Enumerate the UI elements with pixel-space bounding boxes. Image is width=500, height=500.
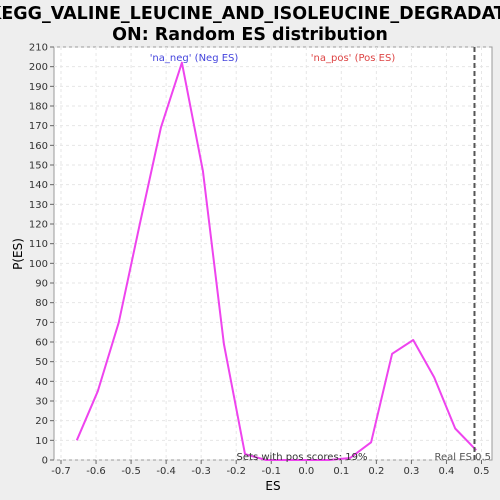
y-tick-label: 10 — [35, 436, 48, 447]
x-tick-label: 0.3 — [403, 466, 419, 477]
y-tick-label: 60 — [35, 338, 48, 349]
x-tick-label: -0.7 — [51, 466, 71, 477]
y-tick-label: 210 — [29, 43, 48, 54]
real-es-text: Real ES 0.5 — [435, 452, 491, 463]
x-tick-label: 0.2 — [368, 466, 384, 477]
x-axis-label: ES — [265, 479, 280, 493]
y-tick-label: 100 — [29, 259, 48, 270]
y-tick-label: 30 — [35, 397, 48, 408]
y-tick-label: 110 — [29, 239, 48, 250]
y-tick-label: 120 — [29, 220, 48, 231]
x-tick-label: 0.4 — [438, 466, 454, 477]
sets-pos-scores-text: Sets with pos scores: 19% — [237, 452, 368, 463]
y-tick-label: 90 — [35, 279, 48, 290]
neg-es-label: 'na_neg' (Neg ES) — [150, 53, 239, 64]
x-tick-label: -0.1 — [261, 466, 281, 477]
es-distribution-line — [75, 61, 477, 461]
chart-title-line-1: KEGG_VALINE_LEUCINE_AND_ISOLEUCINE_DEGRA… — [0, 4, 500, 24]
y-axis-label: P(ES) — [11, 238, 25, 270]
series-group — [75, 61, 477, 461]
x-axis-ticks: -0.7 -0.6 -0.5 -0.4 -0.3 -0.2 -0.1 0.0 0.1 0.2 0.3… — [51, 460, 489, 477]
y-tick-label: 170 — [29, 121, 48, 132]
y-tick-label: 80 — [35, 298, 48, 309]
y-tick-label: 150 — [29, 161, 48, 172]
x-tick-label: -0.4 — [156, 466, 176, 477]
y-tick-label: 70 — [35, 318, 48, 329]
y-tick-label: 140 — [29, 180, 48, 191]
y-tick-label: 190 — [29, 82, 48, 93]
y-tick-label: 20 — [35, 416, 48, 427]
chart-title-line-2: ON: Random ES distribution — [112, 25, 388, 45]
x-tick-label: 0.0 — [298, 466, 314, 477]
y-tick-label: 50 — [35, 357, 48, 368]
x-tick-label: -0.2 — [226, 466, 246, 477]
y-tick-label: 40 — [35, 377, 48, 388]
y-tick-label: 0 — [42, 456, 48, 467]
x-tick-label: -0.6 — [86, 466, 106, 477]
y-tick-label: 130 — [29, 200, 48, 211]
x-tick-label: -0.5 — [121, 466, 141, 477]
y-axis-ticks: 0 10 20 30 40 50 60 70 80 90 100 110 120 130 140 150 160… — [29, 43, 54, 467]
x-tick-label: -0.3 — [191, 466, 211, 477]
x-tick-label: 0.1 — [333, 466, 349, 477]
grid — [54, 46, 492, 461]
y-tick-label: 200 — [29, 62, 48, 73]
y-tick-label: 160 — [29, 141, 48, 152]
x-tick-label: 0.5 — [474, 466, 490, 477]
y-tick-label: 180 — [29, 102, 48, 113]
pos-es-label: 'na_pos' (Pos ES) — [311, 53, 396, 64]
plot-area — [53, 46, 493, 461]
